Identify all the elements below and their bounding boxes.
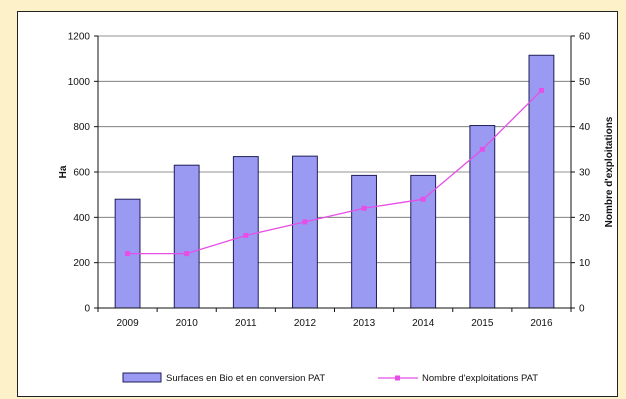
gridlines [98, 35, 571, 264]
line-point [420, 196, 426, 202]
bar-series [114, 54, 555, 309]
y-axis-title: Ha [58, 165, 69, 178]
y2-tick-label: 50 [579, 77, 591, 88]
y-tick-label: 200 [73, 258, 90, 269]
y-tick-label: 1200 [68, 32, 91, 43]
y2-tick-label: 60 [579, 32, 591, 43]
line-point [125, 251, 131, 257]
y2-tick-label: 0 [579, 304, 585, 315]
y2-tick-label: 20 [579, 213, 591, 224]
y2-tick-label: 30 [579, 168, 591, 179]
x-tick-label: 2009 [116, 318, 139, 329]
y-tick-label: 0 [84, 304, 90, 315]
legend-label-bars: Surfaces en Bio et en conversion PAT [166, 373, 325, 384]
y2-axis-title: Nombre d'exploitations [604, 116, 615, 227]
bar [351, 174, 377, 309]
y2-tick-label: 40 [579, 122, 591, 133]
y-tick-label: 600 [73, 168, 90, 179]
x-tick-label: 2012 [294, 318, 317, 329]
tick-labels: 0 200 400 600 800 1000 1200 0 10 20 30 40 50 60 2009 20… [68, 32, 591, 330]
x-tick-label: 2016 [530, 318, 553, 329]
line-point [538, 87, 544, 93]
legend-marker-line [395, 375, 400, 381]
line-point [302, 219, 308, 225]
x-tick-label: 2010 [176, 318, 199, 329]
combo-chart: 0 200 400 600 800 1000 1200 0 10 20 30 40 50 60 2009 20… [58, 32, 615, 385]
line-point [361, 205, 367, 211]
bar [410, 174, 437, 309]
series-line [127, 89, 542, 255]
line-point [243, 232, 249, 238]
line-point [184, 251, 190, 257]
bar [173, 164, 200, 309]
legend-label-line: Nombre d'exploitations PAT [422, 373, 538, 384]
legend: Surfaces en Bio et en conversion PAT Nom… [122, 372, 538, 384]
bar [232, 156, 259, 309]
bar [292, 155, 318, 309]
y-tick-label: 400 [73, 213, 90, 224]
legend-swatch-bars [122, 372, 162, 383]
x-tick-label: 2011 [235, 318, 257, 329]
bar [469, 125, 496, 309]
line-series [125, 87, 544, 257]
y-tick-label: 1000 [68, 77, 91, 88]
chart-frame: 0 200 400 600 800 1000 1200 0 10 20 30 40 50 60 2009 20… [17, 11, 618, 397]
x-tick-label: 2013 [353, 318, 376, 329]
y-tick-label: 800 [73, 122, 90, 133]
axes [94, 35, 575, 312]
line-point [479, 146, 485, 152]
bar [528, 54, 555, 309]
x-tick-label: 2014 [412, 318, 435, 329]
y2-tick-label: 10 [579, 258, 591, 269]
x-tick-label: 2015 [471, 318, 494, 329]
